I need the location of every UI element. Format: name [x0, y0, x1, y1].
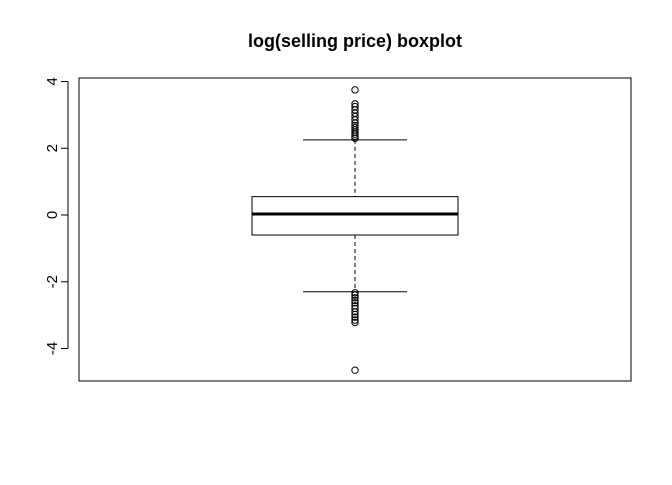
outlier-point — [351, 294, 359, 302]
outlier-point — [351, 310, 359, 319]
outlier-point — [351, 123, 359, 132]
outlier-point — [351, 366, 359, 374]
y-tick-label: 0 — [44, 211, 61, 219]
outlier-point — [351, 289, 359, 297]
plot-frame — [78, 77, 632, 382]
outlier-point — [351, 308, 359, 316]
outlier-point — [351, 299, 359, 307]
y-tick-label: 4 — [44, 77, 61, 85]
outlier-point — [351, 296, 359, 305]
y-tick-label: -4 — [44, 342, 61, 355]
outlier-point — [351, 318, 359, 327]
iqr-box — [251, 196, 459, 236]
outlier-point — [351, 291, 359, 299]
plot-area: -4 -2 0 2 4 — [44, 77, 632, 382]
outlier-point — [351, 121, 359, 130]
outlier-point — [351, 316, 359, 324]
outlier-point — [351, 102, 359, 111]
chart-title: log(selling price) boxplot — [248, 31, 462, 51]
outlier-point — [351, 313, 359, 321]
outlier-point — [351, 100, 359, 108]
y-tick-label: -2 — [44, 275, 61, 288]
outlier-point — [351, 86, 359, 94]
y-tick-label: 2 — [44, 144, 61, 152]
